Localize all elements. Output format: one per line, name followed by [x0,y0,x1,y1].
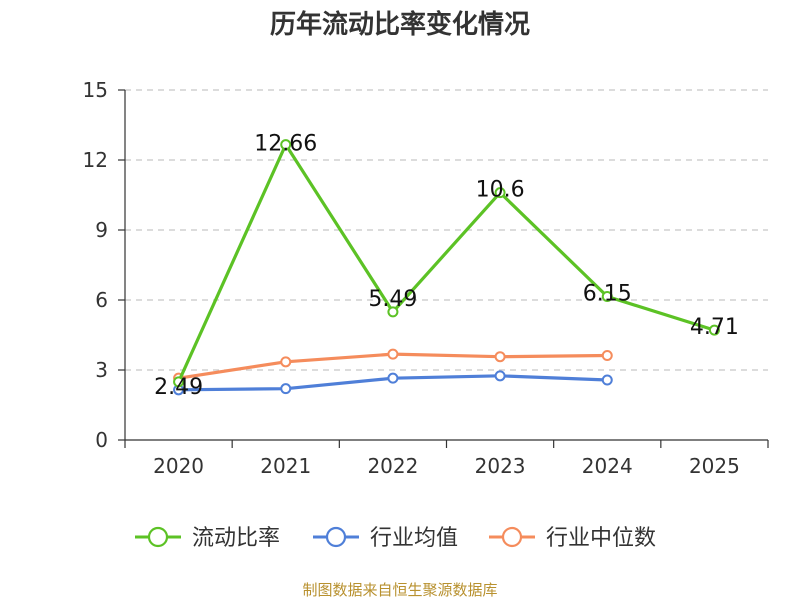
y-tick-label: 3 [95,358,108,382]
legend-swatch-marker [501,526,523,548]
x-tick-label: 2024 [582,454,633,478]
legend-swatch-marker [325,526,347,548]
x-tick-label: 2020 [153,454,204,478]
data-point [387,306,399,318]
data-label: 4.71 [690,315,739,340]
x-tick-label: 2025 [689,454,740,478]
data-point [280,356,292,368]
data-point [601,291,613,302]
x-tick-label: 2022 [367,454,418,478]
grid-lines [125,89,768,371]
source-note: 制图数据来自恒生聚源数据库 [302,581,497,599]
y-tick-label: 12 [83,148,108,172]
y-tick-label: 0 [95,428,108,452]
x-tick-label: 2021 [260,454,311,478]
legend-label: 行业中位数 [546,526,656,551]
data-point [280,383,292,395]
legend[interactable]: 流动比率 行业均值 行业中位数 [135,526,656,551]
y-tick-label: 9 [95,218,108,242]
series-layer [173,139,720,396]
series-line [177,143,715,383]
legend-item[interactable]: 流动比率 [135,526,280,551]
data-point [387,348,399,360]
legend-item[interactable]: 行业均值 [313,526,458,551]
data-labels: 2.49 12.66 5.49 10.6 6.15 4.71 [154,132,739,400]
legend-swatch-marker [147,526,169,548]
y-tick-label: 6 [95,288,108,312]
data-point [173,376,185,388]
legend-label: 流动比率 [192,526,280,551]
data-label: 2.49 [154,375,203,400]
data-point [280,139,292,151]
data-label: 6.15 [583,282,632,307]
y-tick-label: 15 [83,78,108,102]
data-label: 5.49 [368,287,417,312]
legend-label: 行业均值 [370,526,458,551]
data-point [601,374,613,386]
data-point [494,370,506,382]
data-point [387,372,399,384]
chart-title: 历年流动比率变化情况 [270,9,530,40]
data-label: 10.6 [476,178,525,203]
data-point [708,324,720,336]
legend-item[interactable]: 行业中位数 [489,526,656,551]
data-point [601,350,613,362]
axes: 0 3 6 9 12 15 2020 2021 2022 2023 2024 2025 [83,78,769,478]
data-point [494,187,506,199]
data-point [494,351,506,363]
x-tick-label: 2023 [475,454,526,478]
data-label: 12.66 [254,132,317,157]
